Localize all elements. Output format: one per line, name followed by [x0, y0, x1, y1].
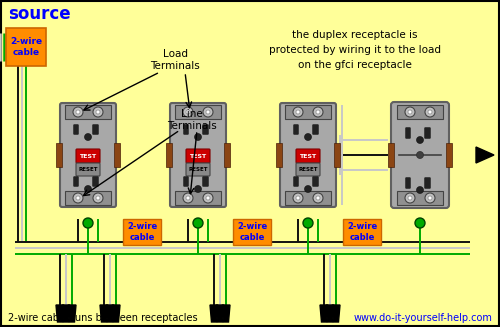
Circle shape: [193, 218, 203, 228]
Polygon shape: [210, 305, 218, 322]
Polygon shape: [56, 305, 64, 322]
Polygon shape: [320, 305, 328, 322]
Circle shape: [415, 218, 425, 228]
Text: TEST: TEST: [190, 153, 206, 159]
Text: 2-wire
cable: 2-wire cable: [127, 222, 157, 242]
Circle shape: [303, 218, 313, 228]
Circle shape: [73, 193, 83, 203]
Bar: [175, 191, 221, 205]
Circle shape: [428, 196, 432, 200]
Circle shape: [316, 110, 320, 114]
Circle shape: [293, 193, 303, 203]
Circle shape: [405, 193, 415, 203]
Circle shape: [186, 110, 190, 114]
Polygon shape: [112, 305, 120, 322]
Bar: [65, 105, 111, 119]
Text: RESET: RESET: [78, 167, 98, 172]
Bar: [397, 191, 443, 205]
Text: 2-wire cable runs between receptacles: 2-wire cable runs between receptacles: [8, 313, 198, 323]
Bar: [343, 219, 381, 245]
Circle shape: [73, 107, 83, 117]
Circle shape: [83, 218, 93, 228]
Circle shape: [313, 193, 323, 203]
FancyBboxPatch shape: [294, 177, 298, 186]
Circle shape: [293, 107, 303, 117]
Polygon shape: [332, 305, 340, 322]
Text: Load
Terminals: Load Terminals: [150, 49, 200, 71]
Bar: [56, 143, 62, 167]
FancyBboxPatch shape: [280, 103, 336, 207]
FancyBboxPatch shape: [202, 125, 208, 134]
Circle shape: [93, 193, 103, 203]
Bar: [276, 143, 282, 167]
Circle shape: [425, 193, 435, 203]
Circle shape: [186, 196, 190, 200]
Text: RESET: RESET: [188, 167, 208, 172]
Circle shape: [313, 107, 323, 117]
Polygon shape: [222, 305, 230, 322]
Text: the duplex receptacle is
protected by wiring it to the load
on the gfci receptac: the duplex receptacle is protected by wi…: [269, 30, 441, 70]
FancyBboxPatch shape: [74, 125, 78, 134]
FancyBboxPatch shape: [170, 103, 226, 207]
Bar: [123, 219, 161, 245]
Circle shape: [203, 107, 213, 117]
FancyBboxPatch shape: [76, 149, 100, 163]
FancyBboxPatch shape: [184, 125, 188, 134]
Text: TEST: TEST: [300, 153, 316, 159]
Polygon shape: [100, 305, 108, 322]
FancyBboxPatch shape: [202, 177, 208, 186]
Circle shape: [194, 185, 202, 193]
Bar: [397, 105, 443, 119]
FancyBboxPatch shape: [312, 125, 318, 134]
Text: source: source: [8, 5, 70, 23]
Circle shape: [316, 196, 320, 200]
FancyBboxPatch shape: [186, 163, 210, 176]
Circle shape: [416, 136, 424, 144]
Circle shape: [408, 110, 412, 114]
Circle shape: [183, 107, 193, 117]
Circle shape: [405, 107, 415, 117]
FancyBboxPatch shape: [92, 177, 98, 186]
Polygon shape: [216, 305, 224, 322]
Circle shape: [304, 133, 312, 141]
Circle shape: [76, 110, 80, 114]
Circle shape: [425, 107, 435, 117]
Bar: [285, 105, 331, 119]
FancyBboxPatch shape: [296, 163, 320, 176]
FancyBboxPatch shape: [296, 149, 320, 163]
Text: TEST: TEST: [80, 153, 96, 159]
Bar: [233, 219, 271, 245]
FancyBboxPatch shape: [186, 149, 210, 163]
Text: 2-wire
cable: 2-wire cable: [347, 222, 377, 242]
Circle shape: [84, 133, 91, 141]
Bar: [388, 143, 394, 167]
FancyBboxPatch shape: [294, 125, 298, 134]
Bar: [285, 191, 331, 205]
FancyBboxPatch shape: [406, 128, 410, 138]
Circle shape: [416, 186, 424, 194]
Circle shape: [296, 110, 300, 114]
Circle shape: [304, 185, 312, 193]
Bar: [334, 143, 340, 167]
Polygon shape: [476, 147, 494, 163]
FancyBboxPatch shape: [74, 177, 78, 186]
Bar: [114, 143, 120, 167]
Circle shape: [183, 193, 193, 203]
Circle shape: [84, 185, 91, 193]
Text: RESET: RESET: [298, 167, 318, 172]
Text: 2-wire
cable: 2-wire cable: [10, 37, 42, 57]
FancyBboxPatch shape: [424, 128, 430, 138]
FancyBboxPatch shape: [92, 125, 98, 134]
Circle shape: [194, 133, 202, 141]
FancyBboxPatch shape: [76, 163, 100, 176]
FancyBboxPatch shape: [312, 177, 318, 186]
Circle shape: [416, 151, 424, 159]
FancyBboxPatch shape: [406, 178, 410, 188]
Bar: [65, 191, 111, 205]
Circle shape: [206, 110, 210, 114]
Text: Line
Terminals: Line Terminals: [167, 109, 217, 131]
Bar: [166, 143, 172, 167]
Circle shape: [76, 196, 80, 200]
Polygon shape: [62, 305, 70, 322]
